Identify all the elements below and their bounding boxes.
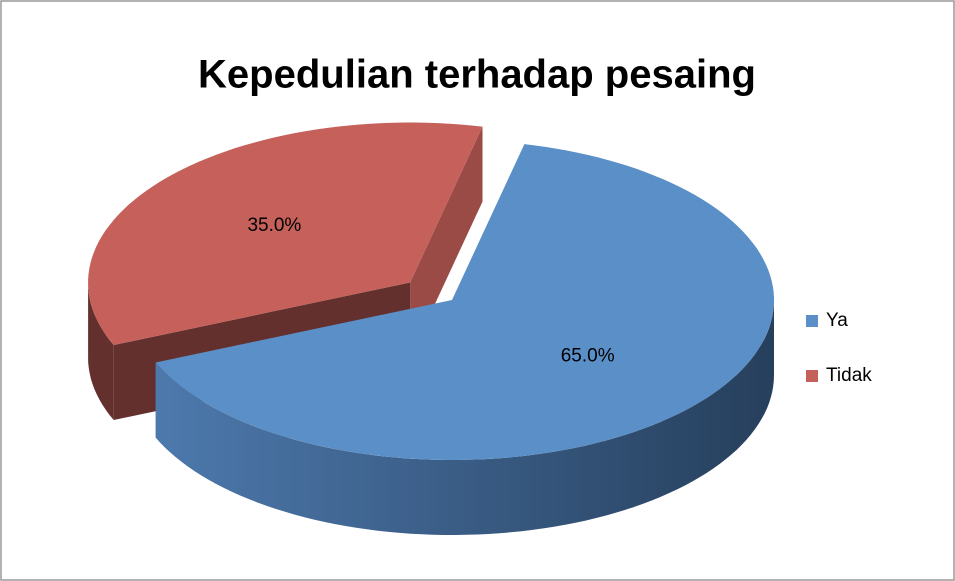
legend-swatch [806, 315, 818, 327]
data-label: 65.0% [561, 346, 615, 367]
slice-side [88, 282, 114, 420]
slice [155, 144, 775, 460]
slice [88, 122, 483, 345]
legend-label: Ya [826, 310, 848, 331]
slice-side [410, 126, 483, 358]
slice-side [155, 300, 775, 535]
legend-swatch [806, 370, 818, 382]
data-label: 35.0% [247, 215, 301, 236]
chart-title: Kepedulian terhadap pesaing [198, 53, 756, 97]
legend-label: Tidak [826, 365, 872, 386]
